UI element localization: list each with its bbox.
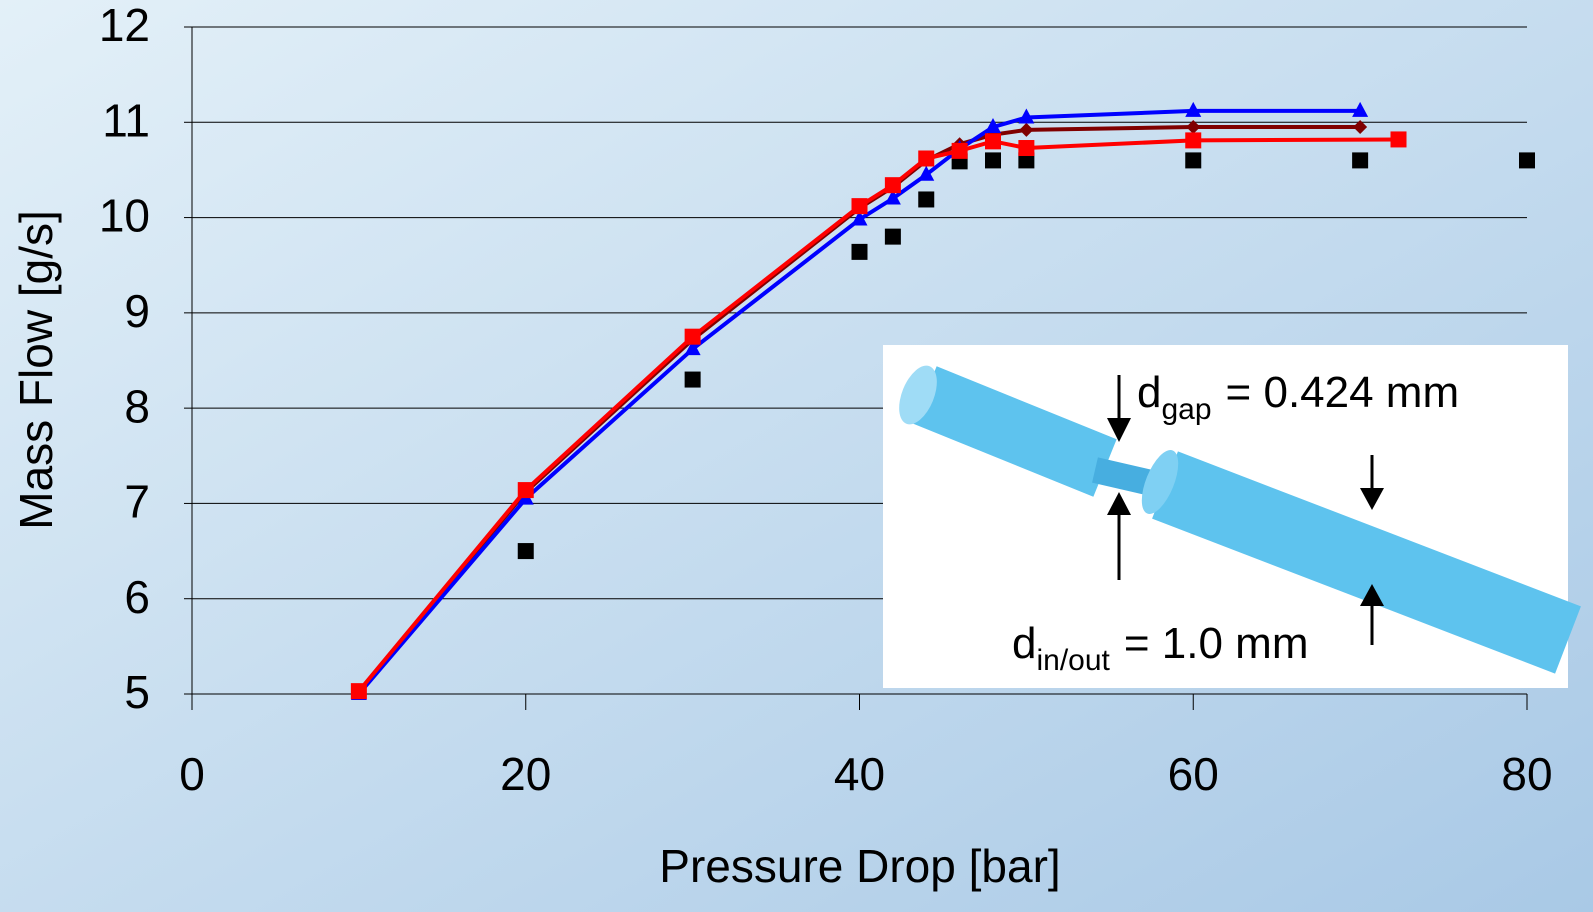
marker <box>985 152 1001 168</box>
y-tick-label: 6 <box>124 571 150 623</box>
chart: 5 6 7 8 9 10 11 12 0 20 40 60 80 dgap= 0.424 mm din/… <box>0 0 1593 912</box>
marker <box>918 191 934 207</box>
marker <box>1018 140 1034 156</box>
marker <box>1185 132 1201 148</box>
page: {"chart_data": {"type": "line", "xlabel"… <box>0 0 1593 912</box>
y-tick-label: 7 <box>124 476 150 528</box>
marker <box>918 150 934 166</box>
y-tick-label: 11 <box>102 94 150 146</box>
marker <box>885 229 901 245</box>
x-tick-label: 80 <box>1501 748 1552 800</box>
x-tick-label: 40 <box>834 748 885 800</box>
marker <box>1185 152 1201 168</box>
marker <box>351 683 367 699</box>
y-tick-label: 5 <box>124 666 150 718</box>
y-tick-label: 12 <box>99 0 150 51</box>
marker <box>852 244 868 260</box>
marker <box>685 329 701 345</box>
x-tick-label: 60 <box>1168 748 1219 800</box>
y-tick-label: 10 <box>99 190 150 242</box>
x-axis-label: Pressure Drop [bar] <box>659 840 1060 892</box>
x-tick-label: 20 <box>500 748 551 800</box>
marker <box>852 198 868 214</box>
y-axis-label: Mass Flow [g/s] <box>10 210 62 530</box>
marker <box>518 543 534 559</box>
y-tick-label: 8 <box>124 380 150 432</box>
marker <box>885 177 901 193</box>
y-tick-label: 9 <box>124 285 150 337</box>
marker <box>1352 152 1368 168</box>
inset-image: dgap= 0.424 mm din/out= 1.0 mm <box>883 345 1568 688</box>
marker <box>1519 152 1535 168</box>
marker <box>985 133 1001 149</box>
x-tick-label: 0 <box>179 748 205 800</box>
marker <box>685 372 701 388</box>
marker <box>952 143 968 159</box>
marker <box>1391 131 1407 147</box>
marker <box>518 482 534 498</box>
